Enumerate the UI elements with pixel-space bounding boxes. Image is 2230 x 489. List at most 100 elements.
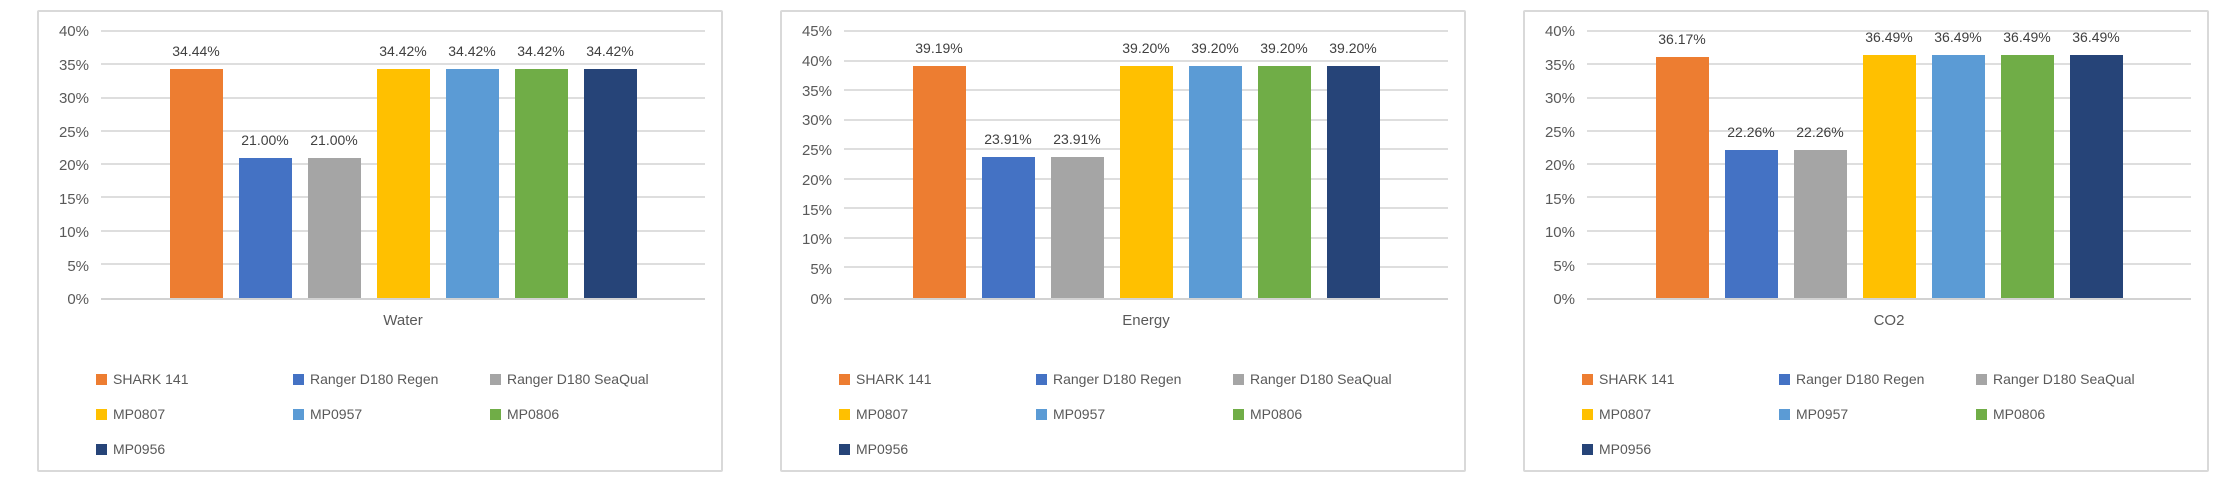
legend-item-mp0807[interactable]: MP0807 (1582, 405, 1779, 423)
y-axis: 0% 5% 10% 15% 20% 25% 30% 35% 40% (39, 23, 93, 308)
x-axis-title: Energy (1122, 312, 1170, 329)
legend-item-mp0807[interactable]: MP0807 (839, 405, 1036, 423)
legend-label: MP0806 (1993, 406, 2046, 422)
bar-shark-141[interactable]: 39.19% (912, 40, 966, 298)
legend-item-mp0956[interactable]: MP0956 (1582, 440, 1779, 458)
bar-mp0956[interactable]: 39.20% (1326, 40, 1380, 298)
legend-item-mp0957[interactable]: MP0957 (293, 405, 490, 423)
gridline (844, 59, 1448, 62)
gridline (1587, 30, 2191, 32)
legend-swatch-icon (1582, 408, 1593, 420)
y-tick-label: 15% (801, 201, 832, 219)
legend-swatch-icon (1233, 373, 1244, 385)
bar-shark-141[interactable]: 34.44% (169, 43, 223, 298)
y-tick-label: 20% (58, 157, 89, 174)
legend-label: SHARK 141 (1599, 371, 1675, 387)
data-label: 36.49% (2072, 29, 2120, 46)
legend-label: Ranger D180 SeaQual (507, 371, 649, 387)
legend-item-mp0956[interactable]: MP0956 (839, 440, 1036, 458)
legend-item-mp0806[interactable]: MP0806 (490, 405, 701, 423)
bar-mp0806[interactable]: 36.49% (2000, 29, 2054, 298)
legend-item-shark-141[interactable]: SHARK 141 (839, 370, 1036, 388)
legend-item-ranger-d180-regen[interactable]: Ranger D180 Regen (1779, 370, 1976, 388)
chart-body: 0% 5% 10% 15% 20% 25% 30% 35% 40% 34.44% 21.00% 21… (39, 23, 721, 308)
legend-item-shark-141[interactable]: SHARK 141 (96, 370, 293, 388)
data-label: 36.17% (1658, 31, 1706, 48)
legend-item-ranger-d180-seaqual[interactable]: Ranger D180 SeaQual (1976, 370, 2187, 388)
bar-mp0807[interactable]: 36.49% (1862, 29, 1916, 298)
legend-label: SHARK 141 (856, 371, 932, 387)
legend-item-mp0806[interactable]: MP0806 (1233, 405, 1444, 423)
legend-label: MP0806 (1250, 406, 1303, 422)
bar-mp0807[interactable]: 39.20% (1119, 40, 1173, 298)
data-label: 39.20% (1191, 40, 1239, 57)
bar-mp0957[interactable]: 39.20% (1188, 40, 1242, 298)
y-tick-label: 15% (58, 190, 89, 208)
bar-mp0807[interactable]: 34.42% (376, 43, 430, 298)
legend-swatch-icon (96, 373, 107, 385)
legend-item-ranger-d180-seaqual[interactable]: Ranger D180 SeaQual (1233, 370, 1444, 388)
legend-label: MP0807 (113, 406, 166, 422)
y-tick-label: 0% (1553, 291, 1575, 308)
legend: SHARK 141 Ranger D180 Regen Ranger D180 Se… (96, 370, 701, 458)
legend-swatch-icon (490, 373, 501, 385)
legend-label: MP0956 (113, 441, 166, 457)
y-tick-label: 35% (1544, 56, 1575, 74)
bar-mp0806[interactable]: 39.20% (1257, 40, 1311, 298)
legend-swatch-icon (1233, 408, 1244, 420)
legend-item-ranger-d180-seaqual[interactable]: Ranger D180 SeaQual (490, 370, 701, 388)
legend-swatch-icon (839, 408, 850, 420)
data-label: 39.19% (915, 40, 963, 57)
data-label: 21.00% (310, 132, 358, 149)
bar-mp0806[interactable]: 34.42% (514, 43, 568, 298)
legend-item-ranger-d180-regen[interactable]: Ranger D180 Regen (293, 370, 490, 388)
data-label: 22.26% (1727, 123, 1775, 140)
y-tick-label: 30% (1544, 90, 1575, 107)
legend-label: SHARK 141 (113, 371, 189, 387)
y-tick-label: 5% (1553, 257, 1575, 275)
chart-panel-energy[interactable]: 0% 5% 10% 15% 20% 25% 30% 35% 40% 45% 39.19% 23.91… (780, 10, 1466, 472)
bar-mp0957[interactable]: 36.49% (1931, 29, 1985, 298)
data-label: 34.42% (586, 43, 634, 60)
legend-swatch-icon (1582, 443, 1593, 455)
bar-ranger-d180-seaqual[interactable]: 21.00% (307, 132, 361, 298)
bar-ranger-d180-regen[interactable]: 21.00% (238, 132, 292, 298)
data-label: 34.44% (172, 42, 220, 59)
bar-mp0956[interactable]: 34.42% (583, 43, 637, 298)
legend-item-mp0807[interactable]: MP0807 (96, 405, 293, 423)
gridline (101, 63, 705, 66)
bar-ranger-d180-regen[interactable]: 22.26% (1724, 124, 1778, 298)
y-tick-label: 40% (58, 23, 89, 40)
y-tick-label: 5% (810, 261, 832, 279)
legend-item-shark-141[interactable]: SHARK 141 (1582, 370, 1779, 388)
data-label: 34.42% (379, 43, 427, 60)
data-label: 22.26% (1796, 123, 1844, 140)
bar-ranger-d180-seaqual[interactable]: 22.26% (1793, 124, 1847, 298)
data-label: 34.42% (517, 43, 565, 60)
legend-item-mp0957[interactable]: MP0957 (1036, 405, 1233, 423)
legend-swatch-icon (839, 373, 850, 385)
chart-panel-co2[interactable]: 0% 5% 10% 15% 20% 25% 30% 35% 40% 36.17% 22.26% 22… (1523, 10, 2209, 472)
legend-item-mp0806[interactable]: MP0806 (1976, 405, 2187, 423)
legend-label: MP0806 (507, 406, 560, 422)
bar-ranger-d180-regen[interactable]: 23.91% (981, 131, 1035, 298)
bar-shark-141[interactable]: 36.17% (1655, 31, 1709, 298)
y-tick-label: 10% (1544, 224, 1575, 241)
legend-item-mp0956[interactable]: MP0956 (96, 440, 293, 458)
bar-mp0956[interactable]: 36.49% (2069, 29, 2123, 298)
bar-ranger-d180-seaqual[interactable]: 23.91% (1050, 131, 1104, 298)
plot-area: 34.44% 21.00% 21.00% 34.42% 34.42% 34.42% 34.4… (101, 30, 705, 300)
legend-label: MP0807 (1599, 406, 1652, 422)
legend-label: MP0957 (1053, 406, 1106, 422)
gridline (844, 30, 1448, 32)
legend-item-ranger-d180-regen[interactable]: Ranger D180 Regen (1036, 370, 1233, 388)
y-tick-label: 25% (58, 123, 89, 141)
legend-label: Ranger D180 Regen (310, 371, 439, 387)
legend-label: MP0807 (856, 406, 909, 422)
chart-panel-water[interactable]: 0% 5% 10% 15% 20% 25% 30% 35% 40% 34.44% 21.00% 21… (37, 10, 723, 472)
legend-swatch-icon (1036, 373, 1047, 385)
y-tick-label: 10% (58, 224, 89, 241)
legend-swatch-icon (1976, 373, 1987, 385)
bar-mp0957[interactable]: 34.42% (445, 43, 499, 298)
legend-item-mp0957[interactable]: MP0957 (1779, 405, 1976, 423)
